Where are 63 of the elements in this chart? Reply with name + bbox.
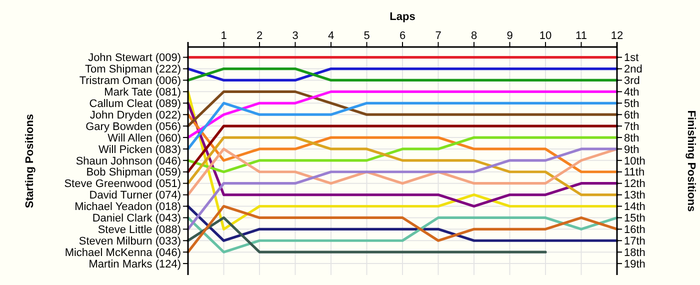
x-tick-label: 8	[470, 30, 478, 42]
line-series	[186, 90, 618, 139]
text: Mark Tate (081)	[104, 86, 181, 99]
text: Steve Little (088)	[98, 224, 181, 236]
line-series	[186, 102, 618, 208]
x-tick-label: 11	[576, 30, 587, 42]
y-tick-label: 4th	[624, 86, 640, 99]
y-tick-label: 13th	[624, 190, 646, 202]
line-series	[186, 204, 618, 254]
line-series	[186, 113, 618, 174]
x-axis-title: Laps	[390, 11, 416, 23]
x-tick-label: 2	[256, 30, 263, 42]
line-series	[186, 90, 618, 128]
text: John Stewart (009)	[88, 52, 181, 64]
y-tick-label: 7th	[624, 120, 640, 133]
y-tick-label: 3rd	[624, 75, 640, 88]
text: Gary Bowden (056)	[86, 120, 181, 133]
y-tick-label: 2nd	[624, 64, 642, 76]
text: Steve Greenwood (051)	[64, 178, 181, 190]
text: Michael McKenna (046)	[64, 246, 181, 259]
y-tick-label: 18th	[624, 246, 646, 259]
text: David Turner (074)	[89, 190, 181, 202]
text: Michael Yeadon (018)	[74, 201, 181, 214]
line-series	[186, 216, 618, 254]
y-tick-label: 11th	[624, 166, 645, 179]
y-tick-label: 14th	[624, 201, 646, 214]
x-tick-label: 6	[399, 30, 406, 42]
y-tick-label: 8th	[624, 132, 640, 144]
text: Will Picken (083)	[98, 144, 181, 156]
x-tick-label: 12	[610, 30, 624, 42]
text: Steven Milburn (033)	[78, 235, 181, 248]
y-tick-label: 1st	[624, 52, 639, 64]
text: Shaun Johnson (046)	[76, 155, 181, 168]
text: Tristram Oman (006)	[79, 75, 181, 88]
y-tick-label: 6th	[624, 109, 640, 122]
y-tick-label: 9th	[624, 144, 640, 156]
text: Starting Positions	[24, 114, 36, 208]
text: Daniel Clark (043)	[92, 212, 181, 225]
line-series	[186, 148, 618, 196]
y-tick-label: 12th	[624, 178, 646, 190]
line-series	[186, 148, 618, 230]
y-tick-label: 10th	[624, 155, 646, 168]
y-tick-label: 15th	[624, 212, 646, 225]
line-series	[186, 136, 618, 174]
text: John Dryden (022)	[90, 109, 181, 122]
text: Tom Shipman (222)	[85, 64, 181, 76]
text: Bob Shipman (059)	[86, 166, 181, 179]
y-axis-title: Finishing Positions	[685, 110, 697, 212]
x-tick-label: 4	[328, 30, 334, 42]
y-tick-label: 19th	[624, 258, 646, 270]
line-series	[186, 136, 618, 196]
x-tick-label: 7	[435, 30, 442, 42]
x-tick-label: 1	[220, 30, 227, 42]
x-tick-label: 3	[292, 30, 298, 42]
x-tick-label: 10	[539, 30, 552, 42]
y-tick-label: 5th	[624, 98, 640, 110]
x-tick-label: 5	[364, 30, 370, 42]
text: Will Allen (060)	[108, 132, 181, 144]
y-tick-label: 16th	[624, 224, 646, 236]
text: Martin Marks (124)	[88, 258, 181, 270]
text: Callum Cleat (089)	[89, 98, 181, 110]
y-tick-label: 17th	[624, 235, 646, 248]
x-tick-label: 9	[506, 30, 513, 42]
